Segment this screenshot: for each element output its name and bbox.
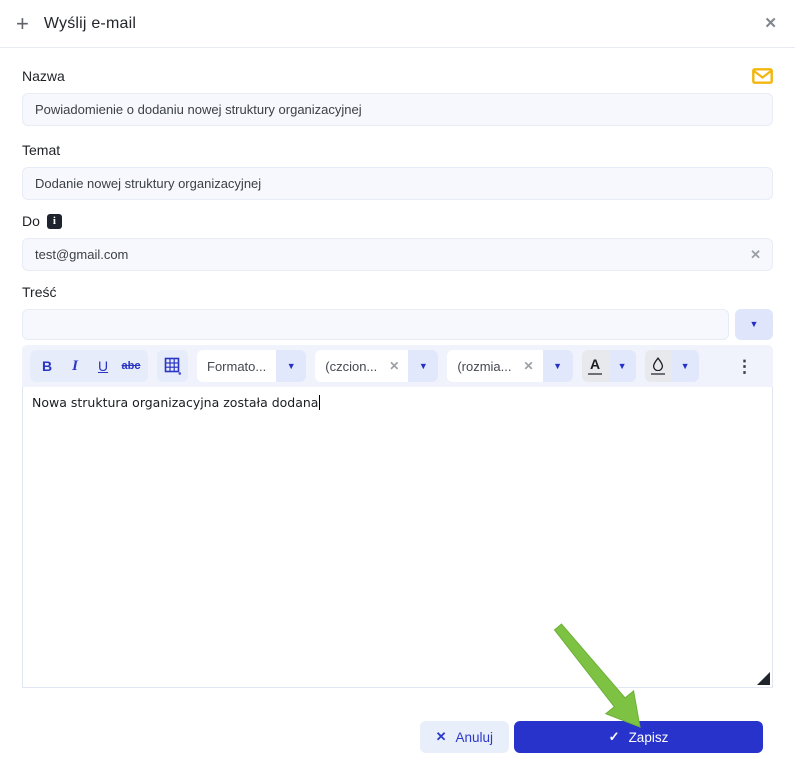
save-button[interactable]: ✓ Zapisz <box>514 721 763 753</box>
table-plus-icon <box>164 357 181 375</box>
modal-header: + Wyślij e-mail ✕ <box>0 0 795 48</box>
modal-title: Wyślij e-mail <box>43 14 137 32</box>
size-clear-icon[interactable]: ✕ <box>523 359 534 373</box>
font-clear-icon[interactable]: ✕ <box>389 359 400 373</box>
text-color-label: A <box>590 356 601 372</box>
do-label: Do <box>22 213 40 229</box>
tresc-dropdown-button[interactable]: ▼ <box>735 309 773 340</box>
do-input[interactable] <box>22 238 773 271</box>
size-select[interactable]: (rozmia... ✕ ▼ <box>447 350 573 382</box>
format-select-label: Formato... <box>207 358 267 374</box>
chevron-down-icon: ▼ <box>542 350 573 382</box>
color-underbar <box>588 373 603 375</box>
tresc-row: ▼ <box>22 309 773 340</box>
cancel-label: Anuluj <box>455 729 493 745</box>
check-icon: ✓ <box>608 729 620 744</box>
underline-button[interactable]: U <box>97 358 109 374</box>
font-select-label: (czcion... <box>325 358 378 374</box>
tresc-placeholder-input[interactable] <box>22 309 729 340</box>
nazwa-label-row: Nazwa <box>22 68 773 84</box>
modal-body: Nazwa Temat Do i ✕ Treść ▼ B I <box>0 68 795 753</box>
chevron-down-icon: ▼ <box>749 319 759 329</box>
insert-table-button[interactable] <box>157 350 188 382</box>
modal-footer: ✕ Anuluj ✓ Zapisz <box>22 721 773 753</box>
do-label-row: Do i <box>22 213 773 229</box>
nazwa-label: Nazwa <box>22 68 65 84</box>
color-underbar <box>651 373 666 375</box>
temat-input[interactable] <box>22 167 773 200</box>
strikethrough-button[interactable]: abc <box>121 360 141 372</box>
cancel-x-icon: ✕ <box>435 729 447 744</box>
nazwa-input[interactable] <box>22 93 773 126</box>
resize-handle[interactable] <box>757 672 770 685</box>
do-input-wrap: ✕ <box>22 238 773 271</box>
chevron-down-icon: ▼ <box>408 350 439 382</box>
info-icon[interactable]: i <box>46 213 62 229</box>
text-caret <box>319 395 321 410</box>
temat-label-row: Temat <box>22 142 773 158</box>
tresc-label: Treść <box>22 284 57 300</box>
more-options-icon[interactable]: ⋮ <box>736 356 753 376</box>
format-select[interactable]: Formato... ▼ <box>197 350 307 382</box>
clear-icon[interactable]: ✕ <box>750 246 761 262</box>
highlight-color-control: ▼ <box>644 350 699 382</box>
chevron-down-icon: ▼ <box>276 350 307 382</box>
italic-button[interactable]: I <box>72 357 78 374</box>
cancel-button[interactable]: ✕ Anuluj <box>419 721 509 753</box>
editor-text: Nowa struktura organizacyjna została dod… <box>32 395 319 410</box>
rich-text-editor: B I U abc Formato... ▼ <box>22 345 773 688</box>
droplet-icon <box>653 357 664 371</box>
plus-icon: + <box>16 10 29 36</box>
close-icon[interactable]: ✕ <box>764 15 777 32</box>
save-label: Zapisz <box>628 729 669 745</box>
highlight-color-dropdown[interactable]: ▼ <box>671 350 699 382</box>
temat-label: Temat <box>22 142 61 158</box>
bold-button[interactable]: B <box>41 358 53 374</box>
tresc-label-row: Treść <box>22 284 773 300</box>
size-select-label: (rozmia... <box>457 358 512 374</box>
editor-content-area[interactable]: Nowa struktura organizacyjna została dod… <box>22 387 773 688</box>
highlight-color-button[interactable] <box>644 350 672 382</box>
text-color-button[interactable]: A <box>581 350 609 382</box>
envelope-icon <box>752 68 773 84</box>
text-style-group: B I U abc <box>30 350 148 382</box>
text-color-dropdown[interactable]: ▼ <box>608 350 636 382</box>
font-select[interactable]: (czcion... ✕ ▼ <box>315 350 439 382</box>
editor-toolbar: B I U abc Formato... ▼ <box>22 345 773 387</box>
text-color-control: A ▼ <box>581 350 636 382</box>
